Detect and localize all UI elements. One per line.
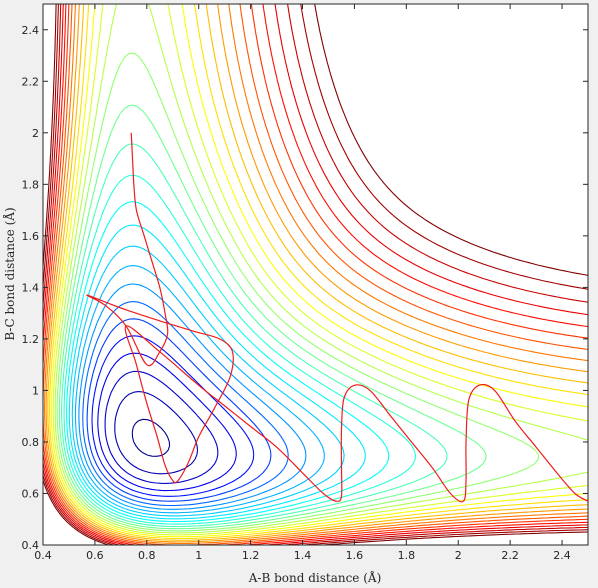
- y-tick-label: 2: [32, 127, 39, 140]
- y-tick-label: 1: [32, 384, 39, 397]
- contour-line: [43, 4, 588, 545]
- contour-line: [61, 143, 448, 528]
- x-tick-label: 1.8: [398, 549, 416, 562]
- contour-line: [74, 265, 325, 514]
- contour-line: [47, 4, 588, 541]
- y-tick-label: 0.4: [22, 539, 40, 552]
- x-tick-label: 1: [195, 549, 202, 562]
- contour-line: [86, 318, 272, 502]
- x-axis-label: A-B bond distance (Å): [248, 570, 382, 585]
- y-tick-label: 2.2: [22, 75, 40, 88]
- y-tick-label: 1.8: [22, 178, 40, 191]
- contour-line: [43, 4, 588, 545]
- x-tick-label: 2: [455, 549, 462, 562]
- contour-line: [50, 4, 588, 538]
- x-tick-label: 0.6: [86, 549, 104, 562]
- x-tick-label: 1.6: [346, 549, 364, 562]
- contour-line: [43, 4, 588, 545]
- y-tick-label: 1.4: [22, 281, 40, 294]
- contour-line: [48, 4, 588, 540]
- x-tick-label: 0.8: [138, 549, 156, 562]
- contour-line: [104, 370, 219, 484]
- contour-line: [68, 224, 366, 520]
- contour-line: [43, 4, 588, 545]
- contour-line: [58, 104, 487, 530]
- contour-line: [131, 418, 171, 457]
- contour-line: [78, 283, 307, 510]
- plot-area: [43, 4, 588, 545]
- contour-line: [82, 301, 289, 507]
- contour-line: [63, 174, 417, 525]
- contour-line: [66, 201, 390, 523]
- contour-line: [43, 4, 588, 545]
- y-tick-label: 0.6: [22, 487, 40, 500]
- y-tick-label: 1.6: [22, 230, 40, 243]
- contour-line: [97, 352, 237, 492]
- x-tick-label: 2.4: [553, 549, 571, 562]
- trajectory-layer: [86, 132, 588, 503]
- contour-lines: [43, 4, 588, 545]
- y-tick-label: 1.2: [22, 333, 40, 346]
- contour-line: [56, 52, 540, 532]
- x-tick-label: 2.2: [501, 549, 519, 562]
- plot-frame: [42, 3, 589, 546]
- y-axis-label: B-C bond distance (Å): [2, 207, 17, 340]
- y-tick-label: 2.4: [22, 24, 40, 37]
- contour-line: [43, 4, 588, 545]
- contour-line: [54, 4, 588, 534]
- axis-ticks: 0.4 0.6 0.8 1 1.2 1.4 1.6 1.8 2 2.2 2.4 0.4 0.6 0.8 1 1…: [22, 4, 588, 562]
- trajectory-line: [86, 132, 588, 503]
- x-tick-label: 1.2: [242, 549, 260, 562]
- x-tick-label: 0.4: [34, 549, 52, 562]
- contour-line: [45, 4, 588, 543]
- x-tick-label: 1.4: [294, 549, 312, 562]
- y-tick-label: 0.8: [22, 436, 40, 449]
